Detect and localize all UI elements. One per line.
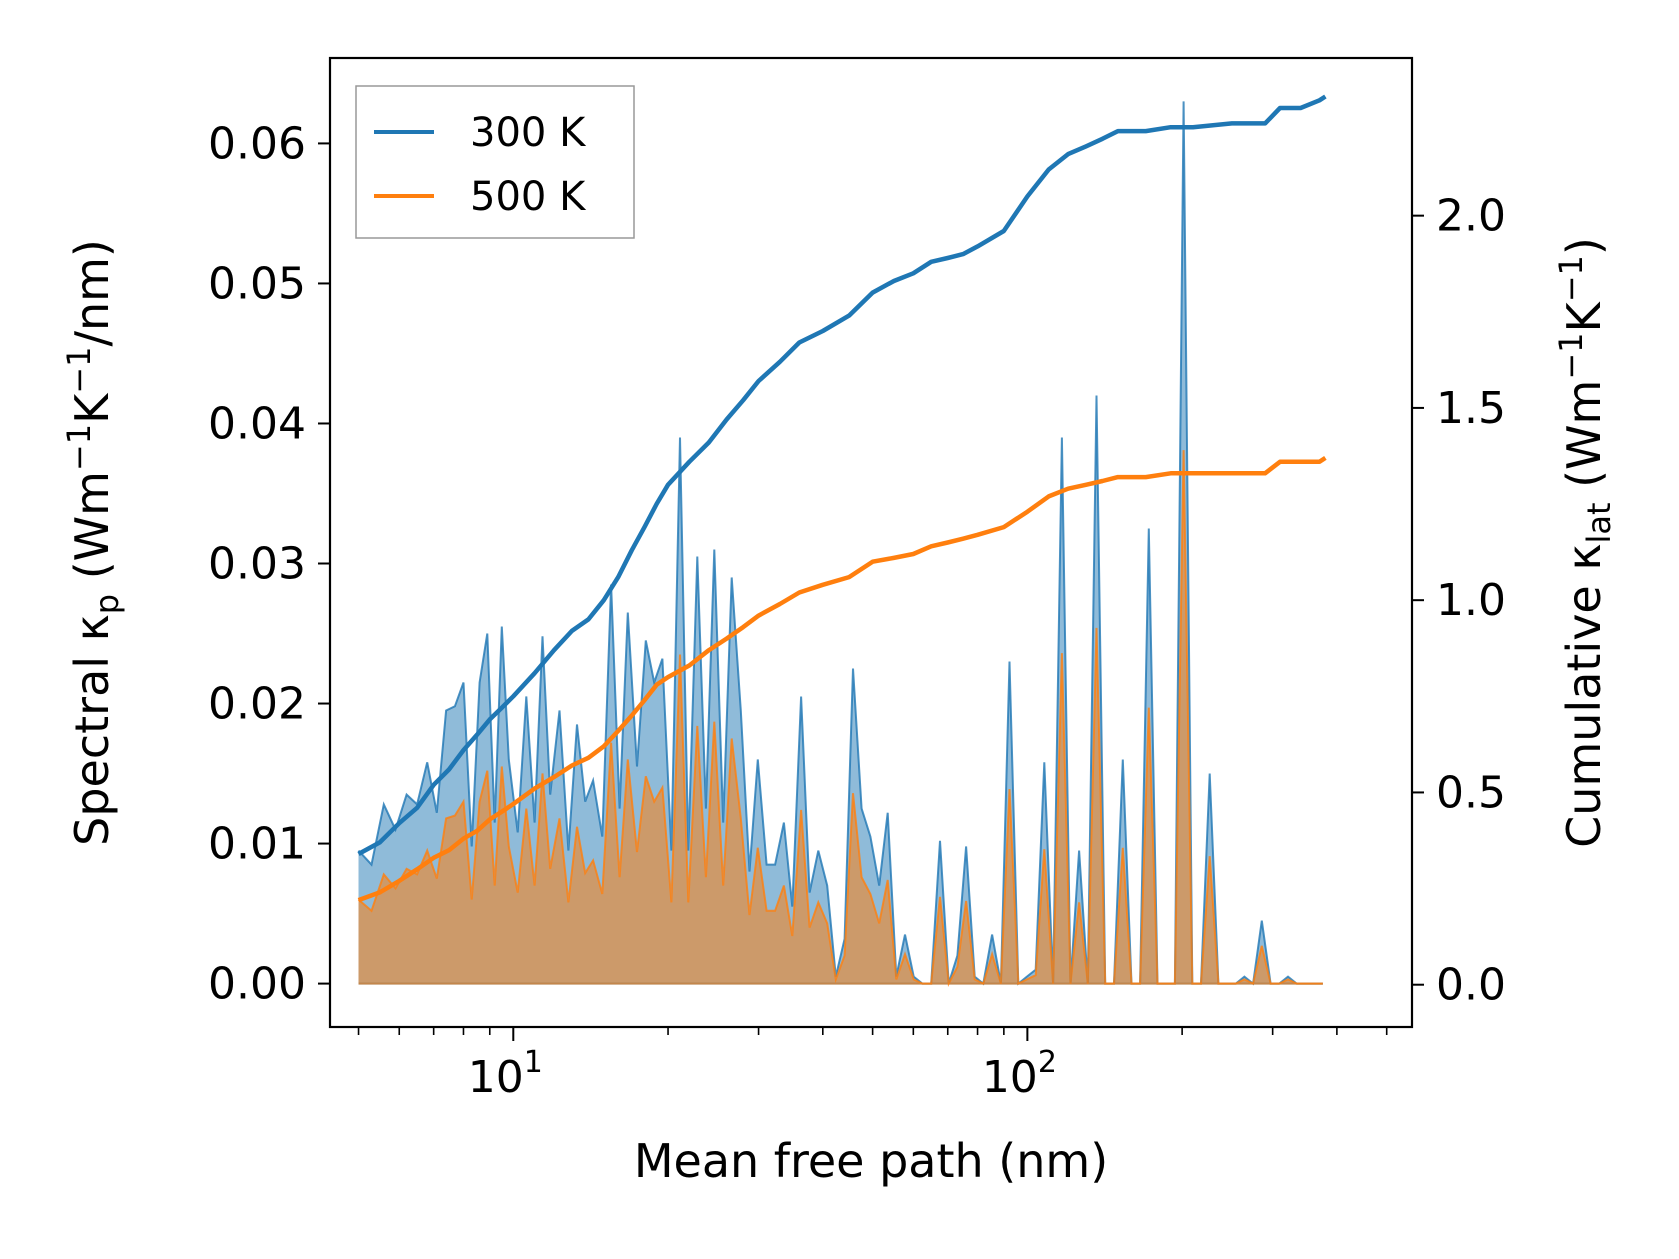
y-right-label-suffix: ) (1557, 237, 1611, 255)
cumulative-lines (357, 94, 1327, 903)
y-left-tick-label: 0.02 (208, 679, 306, 730)
legend: 300 K 500 K (355, 85, 635, 239)
y-left-label-mid2: K (65, 392, 119, 424)
x-tick-exponent: 1 (524, 1045, 543, 1080)
legend-box (355, 85, 635, 239)
y-right-label-sup1: −1 (1552, 332, 1590, 379)
y-left-tick-label: 0.06 (208, 118, 306, 169)
axis-ticks (318, 142, 1424, 1041)
legend-label-500k: 500 K (470, 174, 587, 220)
y-axis-right-label: Cumulative κlat (Wm−1K−1) (1552, 237, 1618, 848)
y-left-label-sup2: −1 (60, 347, 98, 394)
cumulative-line-300k (357, 94, 1327, 856)
y-right-label-sub: lat (1580, 503, 1618, 544)
y-left-tick-label: 0.00 (208, 959, 306, 1010)
y-left-tick-label: 0.05 (208, 258, 306, 309)
spectral-lines (357, 101, 1323, 988)
y-left-label-sup1: −1 (60, 424, 98, 471)
x-tick-label: 102 (982, 1045, 1057, 1103)
y-left-label-suffix: /nm) (65, 239, 119, 346)
y-right-tick-label: 2.0 (1436, 191, 1506, 242)
y-left-label-mid: (Wm (65, 471, 119, 594)
x-tick-base: 10 (982, 1052, 1038, 1103)
x-tick-base: 10 (468, 1052, 524, 1103)
y-left-label-sub: p (88, 594, 126, 614)
y-left-tick-label: 0.04 (208, 398, 306, 449)
y-left-tick-label: 0.01 (208, 819, 306, 870)
y-right-tick-label: 1.0 (1436, 575, 1506, 626)
x-axis-label: Mean free path (nm) (634, 1134, 1108, 1188)
y-left-label-prefix: Spectral κ (65, 614, 119, 846)
cumulative-line-500k (357, 456, 1327, 903)
y-right-tick-label: 0.0 (1436, 960, 1506, 1011)
spectral-fill-500k (358, 450, 1323, 984)
y-left-tick-label: 0.03 (208, 539, 306, 590)
y-right-label-sup2: −1 (1552, 255, 1590, 302)
y-right-tick-label: 1.5 (1436, 383, 1506, 434)
y-axis-left-label: Spectral κp (Wm−1K−1/nm) (60, 239, 126, 846)
spectral-fills (358, 101, 1323, 984)
x-tick-label: 101 (468, 1045, 543, 1103)
legend-label-300k: 300 K (470, 110, 587, 156)
tick-labels: 0.00 0.01 0.02 0.03 0.04 0.05 0.06 0.0 0.5 1.0 1.5… (208, 118, 1506, 1103)
y-right-tick-label: 0.5 (1436, 767, 1506, 818)
y-right-label-mid2: K (1557, 300, 1611, 332)
x-tick-exponent: 2 (1038, 1045, 1057, 1080)
plot-frame (328, 56, 1414, 1029)
y-right-label-prefix: Cumulative κ (1557, 544, 1611, 848)
y-right-label-mid: (Wm (1557, 380, 1611, 503)
